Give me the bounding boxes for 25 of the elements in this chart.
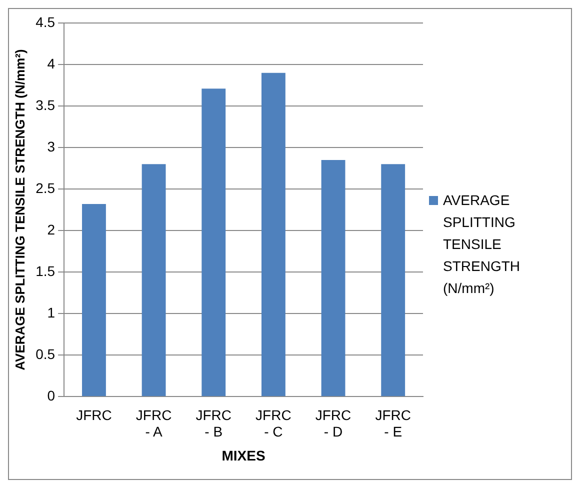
legend-label: AVERAGE SPLITTING TENSILE STRENGTH (N/mm²) (443, 191, 521, 298)
bar (321, 160, 346, 396)
y-tick-label: 2 (47, 221, 56, 238)
y-tick-label: 3.5 (36, 96, 56, 113)
y-tick-label: 4.5 (36, 14, 56, 30)
bar (202, 88, 226, 396)
y-tick-label: 2.5 (36, 180, 56, 196)
x-tick-label: JFRC - A (136, 406, 172, 440)
bar (261, 72, 286, 396)
y-tick-label: 4 (47, 55, 56, 72)
bar (142, 164, 166, 396)
x-tick-label: JFRC - C (256, 406, 292, 440)
y-axis-title: AVERAGE SPLITTING TENSILE STRENGTH (N/mm²) (12, 49, 28, 370)
y-tick-label: 3 (47, 138, 56, 154)
x-tick-label: JFRC - E (375, 406, 411, 440)
x-tick-label: JFRC - B (196, 406, 232, 440)
bar (381, 164, 406, 396)
y-tick-label: 0.5 (36, 346, 56, 362)
x-tick-label: JFRC (76, 406, 112, 423)
x-tick-label: JFRC - D (315, 406, 352, 440)
x-axis-title: MIXES (222, 447, 266, 464)
bar (82, 204, 106, 396)
y-tick-label: 1.5 (36, 262, 56, 279)
y-tick-label: 1 (47, 304, 56, 320)
y-tick-label: 0 (47, 387, 56, 404)
